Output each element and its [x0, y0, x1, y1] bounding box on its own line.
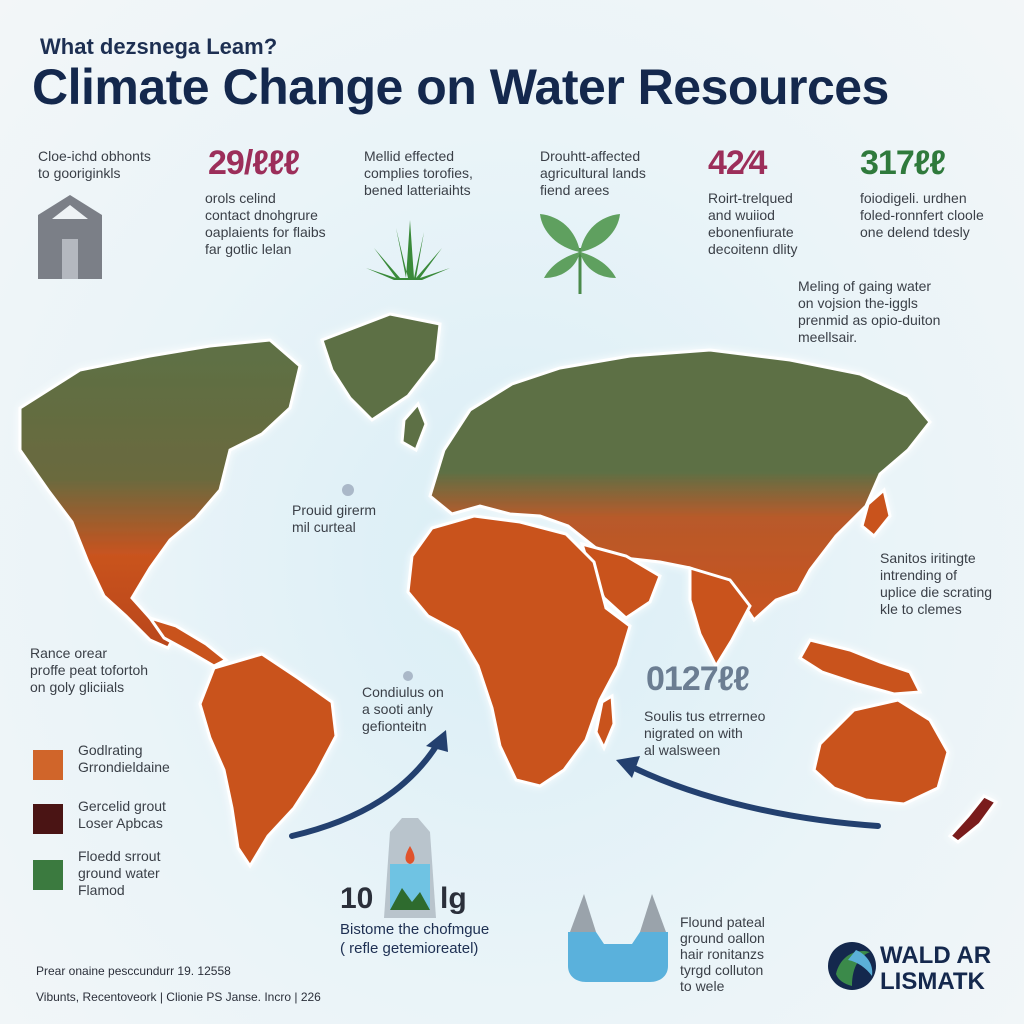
flow-arrow-right-head	[616, 756, 640, 778]
land-india	[688, 565, 752, 670]
land-australia	[812, 698, 950, 806]
land-new-zealand	[947, 794, 999, 844]
callout-range: Rance orear proffe peat tofortoh on goly…	[30, 645, 149, 695]
stat-2-number: 29/ℓℓℓ	[208, 144, 300, 182]
page-title: Climate Change on Water Resources	[32, 59, 889, 115]
flow-arrow-left-head	[426, 730, 448, 752]
land-north-america	[18, 338, 302, 650]
stat-1-text: Cloe-ichd obhonts to gooriginkls	[38, 148, 151, 181]
legend-label-1: Godlrating Grrondieldaine	[78, 742, 170, 775]
stat-2-text: orols celind contact dnohgrure oaplaient…	[205, 190, 326, 257]
callout-sanitos: Sanitos iritingte intrending of uplice d…	[880, 550, 993, 617]
marker-dot-2	[403, 671, 413, 681]
stat-6-number: 317ℓℓ	[860, 144, 946, 182]
bottom-caption: Bistome the chofmgue ( refle getemioreat…	[340, 921, 490, 957]
land-japan	[860, 487, 892, 539]
legend-swatch-darkred	[33, 804, 63, 834]
bottom-big-number-left: 10	[340, 882, 374, 915]
flow-arrow-right	[627, 763, 881, 829]
brand-name-line-1: WALD AR	[880, 942, 992, 969]
header-subtitle: What dezsnega Leam?	[40, 34, 278, 59]
land-africa	[406, 514, 632, 788]
world-map	[18, 312, 999, 869]
land-eurasia	[428, 348, 932, 623]
legend-swatch-orange	[33, 750, 63, 780]
brand-logo-icon	[828, 942, 876, 990]
callout-proud: Prouid girerm mil curteal	[292, 502, 377, 535]
callout-melting: Meling of gaing water on vojsion the-igg…	[798, 278, 941, 345]
land-south-america	[198, 652, 338, 869]
building-icon	[38, 195, 102, 279]
callout-souls: Soulis tus etrrerneo nigrated on with al…	[644, 708, 766, 758]
legend-swatch-green	[33, 860, 63, 890]
legend-label-3: Floedd srrout ground water Flamod	[78, 848, 161, 898]
callout-condulus: Condiulus on a sooti anly gefionteitn	[362, 684, 444, 734]
footer-line-2: Vibunts, Recentoveork | Clionie PS Janse…	[36, 990, 321, 1004]
leaf-icon	[540, 214, 620, 294]
stat-5-number: 42⁄4	[708, 144, 767, 182]
stat-6-text: foiodigeli. urdhen foled-ronnfert cloole…	[860, 190, 984, 240]
brand-name-line-2: LISMATK	[880, 968, 985, 995]
legend-label-2: Gercelid grout Loser Apbcas	[78, 798, 166, 831]
land-central-america	[146, 615, 229, 668]
bottom-water-text: Flound pateal ground oallon hair ronitan…	[680, 914, 765, 994]
marker-dot-1	[342, 484, 354, 496]
callout-souls-number: 0127ℓℓ	[646, 660, 750, 698]
water-drop-icon	[384, 818, 436, 918]
land-indonesia	[798, 638, 923, 696]
flow-arrow-left	[289, 737, 443, 839]
land-uk	[400, 401, 428, 453]
grass-icon	[366, 220, 450, 280]
stat-3-text: Mellid effected complies torofies, bened…	[364, 148, 473, 198]
stat-5-text: Roirt-trelqued and wuiiod ebonenfiurate …	[708, 190, 798, 257]
land-greenland	[320, 312, 442, 422]
bottom-big-number-right: lg	[440, 882, 467, 915]
land-madagascar	[594, 693, 616, 752]
water-basin-icon	[568, 894, 668, 982]
stat-4-text: Drouhtt-affected agricultural lands fien…	[540, 148, 646, 198]
footer-line-1: Prear onaine pesccundurr 19. 12558	[36, 964, 231, 978]
